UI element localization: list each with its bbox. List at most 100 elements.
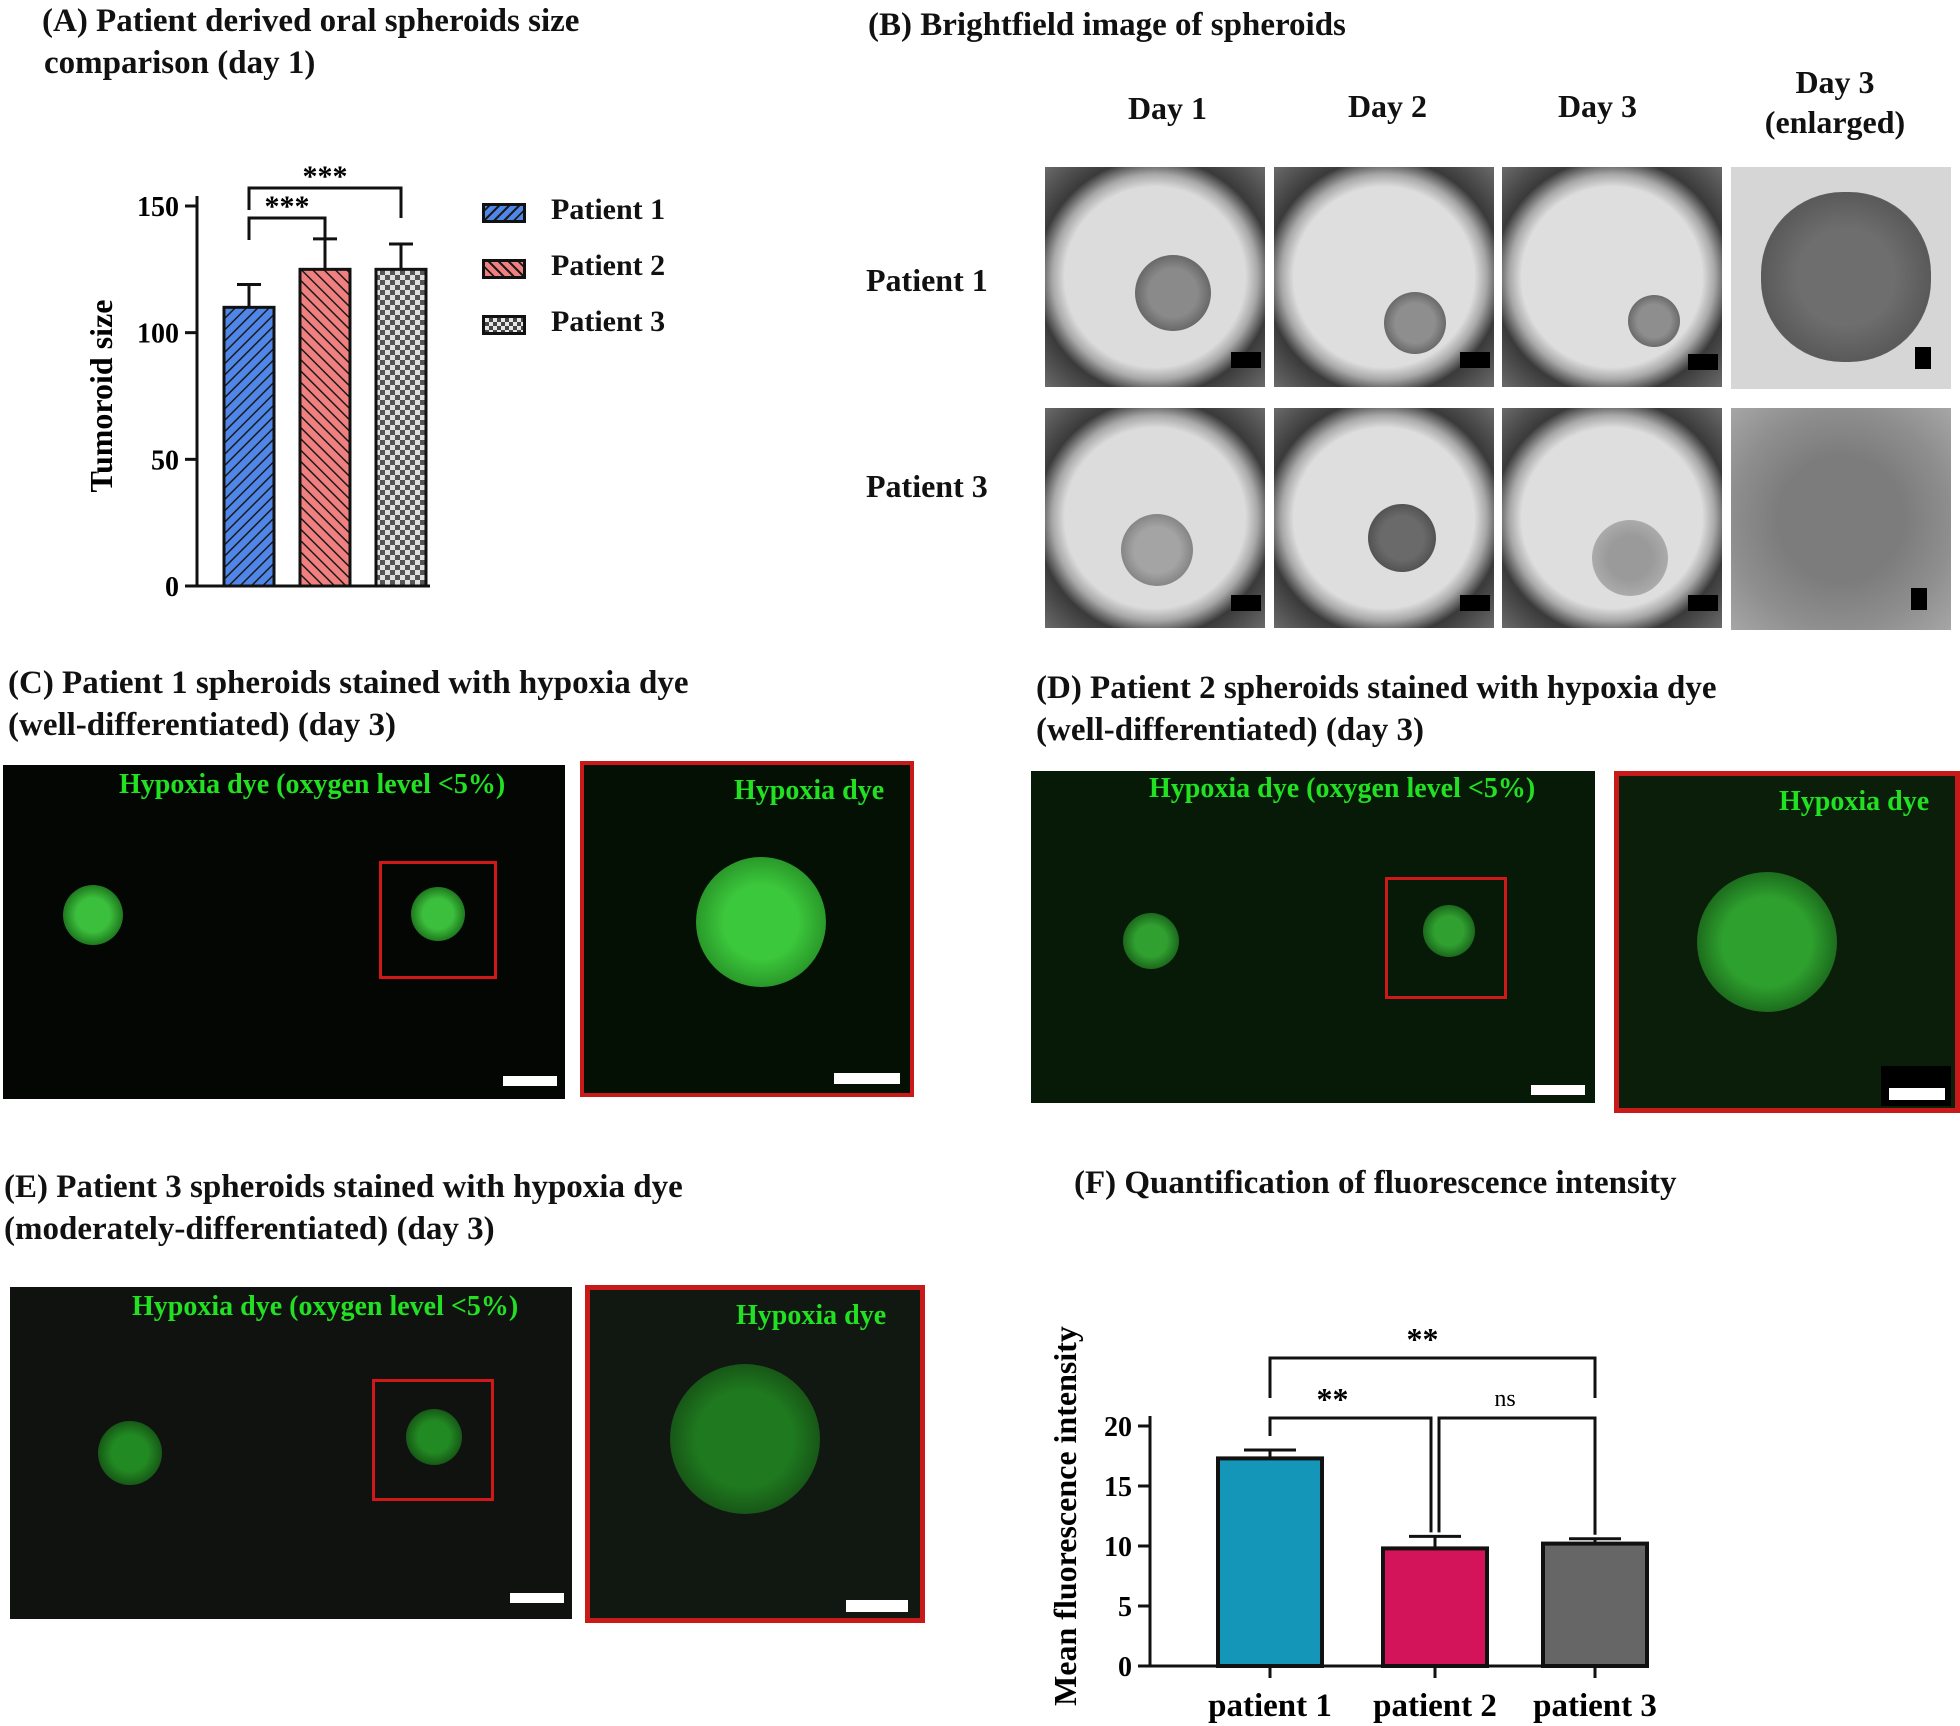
spheroid (1628, 295, 1680, 347)
panel-e-zoom-image: Hypoxia dye (585, 1285, 925, 1623)
scale-bar (510, 1593, 564, 1603)
col-label-day3-enlarged-line1: Day 3 (1795, 64, 1875, 100)
spheroid (1384, 292, 1446, 354)
panel-d-overview-image: Hypoxia dye (oxygen level <5%) (1031, 771, 1595, 1103)
panel-f-bar-chart: 0 5 10 15 20 Mean fluorescence intensity patie… (1047, 1321, 1657, 1724)
row-label-patient-1: Patient 1 (866, 262, 988, 298)
y-axis-label: Mean fluorescence intensity (1047, 1326, 1083, 1706)
brightfield-patient1-day3-enlarged (1731, 167, 1951, 389)
panel-e-title-line1: (E) Patient 3 spheroids stained with hyp… (4, 1169, 683, 1205)
panel-c-overview-image: Hypoxia dye (oxygen level <5%) (3, 765, 565, 1099)
y-axis-label: Tumoroid size (83, 300, 119, 493)
scale-bar (1460, 352, 1490, 368)
scale-bar (1531, 1085, 1585, 1095)
brightfield-patient1-day2 (1274, 167, 1494, 387)
col-label-day2: Day 2 (1347, 88, 1428, 124)
brightfield-patient1-day1 (1045, 167, 1265, 387)
significance-bracket (1268, 1356, 1597, 1398)
panel-d-title-line2: (well-differentiated) (day 3) (1036, 712, 1424, 748)
panel-c-zoom-image: Hypoxia dye (580, 761, 914, 1097)
hypoxia-dye-label: Hypoxia dye (734, 775, 885, 806)
bar-patient-3 (374, 267, 428, 588)
zoom-region-box (1385, 877, 1507, 999)
spheroid (1368, 504, 1436, 572)
y-tick-label: 15 (1104, 1472, 1132, 1503)
significance-label: *** (265, 190, 310, 223)
panel-c-title-line1: (C) Patient 1 spheroids stained with hyp… (8, 665, 689, 701)
y-tick-label: 10 (1104, 1532, 1132, 1563)
significance-bracket (247, 216, 327, 240)
y-tick-label: 150 (137, 192, 179, 223)
panel-d-title: (D) Patient 2 spheroids stained with hyp… (1036, 667, 1717, 751)
panel-d-zoom-image: Hypoxia dye (1614, 771, 1960, 1113)
significance-bracket (1268, 1416, 1433, 1533)
col-label-day1: Day 1 (1127, 90, 1208, 126)
scale-bar (846, 1600, 908, 1612)
panel-b-title: (B) Brightfield image of spheroids (868, 7, 1346, 43)
spheroid-glow (63, 885, 123, 945)
col-label-day3: Day 3 (1557, 88, 1638, 124)
brightfield-patient3-day2 (1274, 408, 1494, 628)
panel-f-title: (F) Quantification of fluorescence inten… (1074, 1165, 1677, 1201)
panel-c-title-line2: (well-differentiated) (day 3) (8, 707, 396, 743)
bar-patient-2 (298, 267, 352, 588)
hypoxia-dye-label: Hypoxia dye (oxygen level <5%) (1149, 773, 1536, 804)
x-tick-label: patient 2 (1373, 1688, 1497, 1724)
scale-bar (1460, 595, 1490, 611)
spheroid (1121, 514, 1193, 586)
scale-bar-box (1881, 1066, 1951, 1106)
bar-patient-1 (1216, 1456, 1324, 1668)
spheroid-glow (411, 887, 465, 941)
scale-bar (1889, 1088, 1945, 1100)
legend-label-patient-3: Patient 3 (551, 305, 666, 338)
significance-bracket (247, 186, 403, 218)
bar-patient-2 (1381, 1546, 1489, 1668)
brightfield-patient1-day3 (1502, 167, 1722, 387)
y-tick-label: 0 (1118, 1652, 1132, 1683)
hypoxia-dye-label: Hypoxia dye (1779, 786, 1930, 817)
bar-patient-1 (222, 305, 276, 588)
panel-a-bar-chart: 0 50 100 150 Tumoroid size ****** (83, 160, 430, 603)
zoom-region-box (379, 861, 497, 979)
spheroid-glow-enlarged (1697, 872, 1837, 1012)
significance-label: ** (1317, 1381, 1349, 1417)
bar-patient-3 (1541, 1541, 1649, 1669)
brightfield-patient3-day3 (1502, 408, 1722, 628)
col-label-day3-enlarged: Day 3 (enlarged) (1740, 62, 1930, 142)
brightfield-patient3-day1 (1045, 408, 1265, 628)
y-tick-label: 50 (151, 445, 179, 476)
spheroid (1592, 520, 1668, 596)
significance-label: ** (1407, 1321, 1439, 1357)
legend-swatch-patient-1 (482, 203, 526, 223)
scale-bar (1911, 588, 1927, 610)
scale-bar (1688, 595, 1718, 611)
spheroid-glow (1123, 913, 1179, 969)
panel-d-title-line1: (D) Patient 2 spheroids stained with hyp… (1036, 670, 1717, 706)
y-tick-label: 20 (1104, 1412, 1132, 1443)
panel-a-title-line1: (A) Patient derived oral spheroids size (42, 3, 580, 39)
spheroid-glow (406, 1409, 462, 1465)
scale-bar (503, 1076, 557, 1086)
x-tick-label: patient 3 (1533, 1688, 1657, 1724)
spheroid-glow-enlarged (670, 1364, 820, 1514)
significance-label: *** (303, 160, 348, 193)
y-tick-label: 5 (1118, 1592, 1132, 1623)
legend-swatch-patient-3 (482, 315, 526, 335)
scale-bar (1688, 354, 1718, 370)
zoom-region-box (372, 1379, 494, 1501)
legend-swatch-patient-2 (482, 259, 526, 279)
panel-e-overview-image: Hypoxia dye (oxygen level <5%) (10, 1287, 572, 1619)
y-tick-label: 0 (165, 572, 179, 603)
col-label-day3-enlarged-line2: (enlarged) (1764, 104, 1906, 140)
spheroid-enlarged (1761, 192, 1931, 362)
hypoxia-dye-label: Hypoxia dye (oxygen level <5%) (132, 1291, 519, 1322)
hypoxia-dye-label: Hypoxia dye (oxygen level <5%) (119, 769, 506, 800)
spheroid-glow (1423, 905, 1475, 957)
scale-bar (1231, 595, 1261, 611)
significance-bracket (1437, 1416, 1597, 1535)
panel-e-title: (E) Patient 3 spheroids stained with hyp… (4, 1166, 683, 1250)
panel-a-title: (A) Patient derived oral spheroids size … (42, 0, 579, 84)
y-tick-label: 100 (137, 319, 179, 350)
panel-e-title-line2: (moderately-differentiated) (day 3) (4, 1211, 495, 1247)
x-tick-label: patient 1 (1208, 1688, 1332, 1724)
